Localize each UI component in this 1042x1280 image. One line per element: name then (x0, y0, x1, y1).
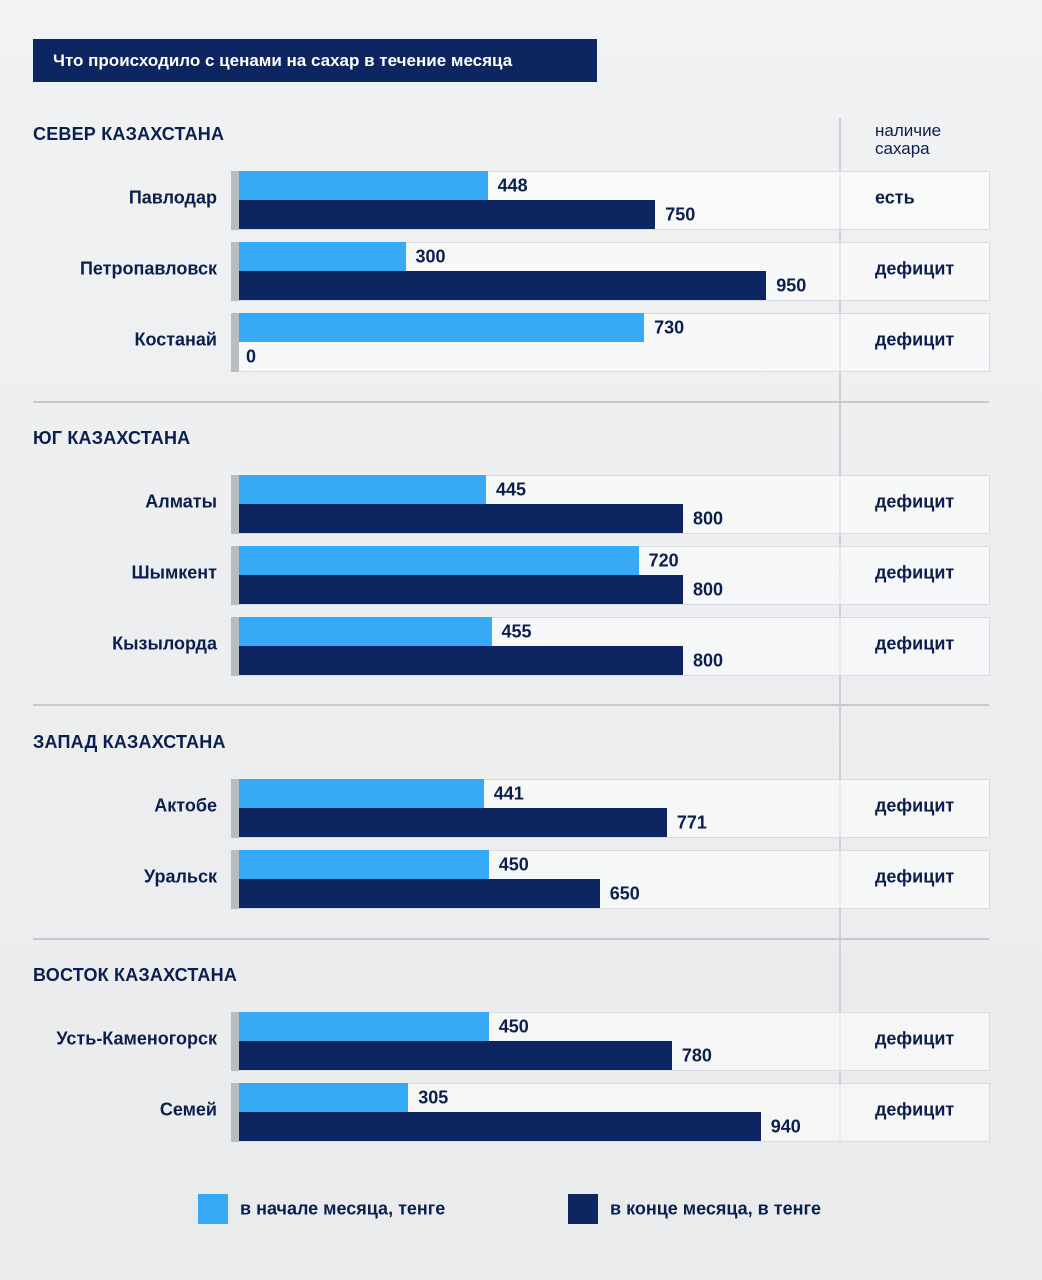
value-label-end: 950 (776, 275, 807, 296)
city-label: Шымкент (131, 562, 217, 583)
row-accent (231, 313, 239, 372)
availability-status: дефицит (875, 1099, 955, 1120)
chart-title: Что происходило с ценами на сахар в тече… (33, 39, 597, 82)
bar-end-of-month (239, 504, 683, 533)
value-label-start: 300 (415, 246, 446, 267)
row-accent (231, 850, 239, 909)
bar-end-of-month (239, 200, 656, 229)
region-title: ВОСТОК КАЗАХСТАНА (33, 965, 238, 985)
row-accent (231, 475, 239, 534)
region-title: СЕВЕР КАЗАХСТАНА (33, 124, 225, 144)
row-accent (231, 617, 239, 676)
value-label-end: 800 (693, 579, 724, 600)
availability-header-line-1: наличие (875, 121, 942, 140)
region-divider (33, 938, 989, 940)
value-label-start: 305 (418, 1087, 449, 1108)
bar-start-of-month (239, 546, 639, 575)
availability-status: дефицит (875, 562, 955, 583)
value-label-start: 450 (498, 854, 529, 875)
value-label-end: 780 (681, 1045, 712, 1066)
city-label: Усть-Каменогорск (56, 1028, 217, 1049)
bar-end-of-month (239, 646, 683, 675)
bar-start-of-month (239, 617, 492, 646)
bar-end-of-month (239, 1112, 761, 1141)
legend-swatch-end (568, 1194, 598, 1224)
availability-header: наличие сахара (875, 122, 995, 158)
value-label-start: 450 (498, 1016, 529, 1037)
value-label-start: 441 (493, 783, 524, 804)
bar-end-of-month (239, 575, 683, 604)
bar-end-of-month (239, 808, 667, 837)
bar-start-of-month (239, 171, 488, 200)
value-label-start: 720 (648, 550, 679, 571)
availability-status: дефицит (875, 795, 955, 816)
region-divider (33, 704, 989, 706)
bar-start-of-month (239, 313, 645, 342)
value-label-end: 650 (609, 883, 640, 904)
city-label: Семей (159, 1099, 217, 1120)
value-label-start: 445 (495, 479, 527, 500)
bar-start-of-month (239, 475, 486, 504)
row-accent (231, 1012, 239, 1071)
bar-start-of-month (239, 1012, 489, 1041)
region-title: ЗАПАД КАЗАХСТАНА (33, 732, 226, 752)
bar-end-of-month (239, 879, 600, 908)
bar-start-of-month (239, 850, 489, 879)
bar-start-of-month (239, 242, 406, 271)
availability-status: дефицит (875, 329, 955, 350)
value-label-end: 771 (676, 812, 707, 833)
value-label-end: 750 (665, 204, 696, 225)
region-title: ЮГ КАЗАХСТАНА (33, 428, 191, 448)
row-accent (231, 242, 239, 301)
bar-end-of-month (239, 1041, 672, 1070)
availability-status: дефицит (875, 1028, 955, 1049)
value-label-end: 0 (246, 346, 257, 367)
city-label: Алматы (145, 491, 217, 512)
row-accent (231, 546, 239, 605)
bar-end-of-month (239, 271, 767, 300)
availability-status: есть (875, 187, 915, 208)
city-label: Уральск (143, 866, 217, 887)
row-accent (231, 171, 239, 230)
availability-status: дефицит (875, 633, 955, 654)
legend-swatch-start (198, 1194, 228, 1224)
city-label: Кызылорда (112, 633, 217, 654)
legend-label-start: в начале месяца, тенге (240, 1198, 446, 1219)
legend-label-end: в конце месяца, в тенге (610, 1198, 821, 1219)
availability-status: дефицит (875, 491, 955, 512)
city-label: Костанай (134, 329, 217, 350)
value-label-start: 448 (497, 175, 528, 196)
availability-status: дефицит (875, 866, 955, 887)
value-label-start: 455 (501, 621, 532, 642)
value-label-start: 730 (654, 317, 685, 338)
row-accent (231, 1083, 239, 1142)
row-accent (231, 779, 239, 838)
value-label-end: 800 (693, 508, 724, 529)
city-label: Петропавловск (79, 258, 217, 279)
bar-start-of-month (239, 1083, 409, 1112)
city-label: Павлодар (128, 187, 217, 208)
availability-status: дефицит (875, 258, 955, 279)
region-divider (33, 401, 989, 403)
value-label-end: 800 (693, 650, 724, 671)
availability-header-line-2: сахара (875, 139, 930, 158)
city-label: Актобе (154, 795, 217, 816)
value-label-end: 940 (770, 1116, 801, 1137)
bar-start-of-month (239, 779, 484, 808)
